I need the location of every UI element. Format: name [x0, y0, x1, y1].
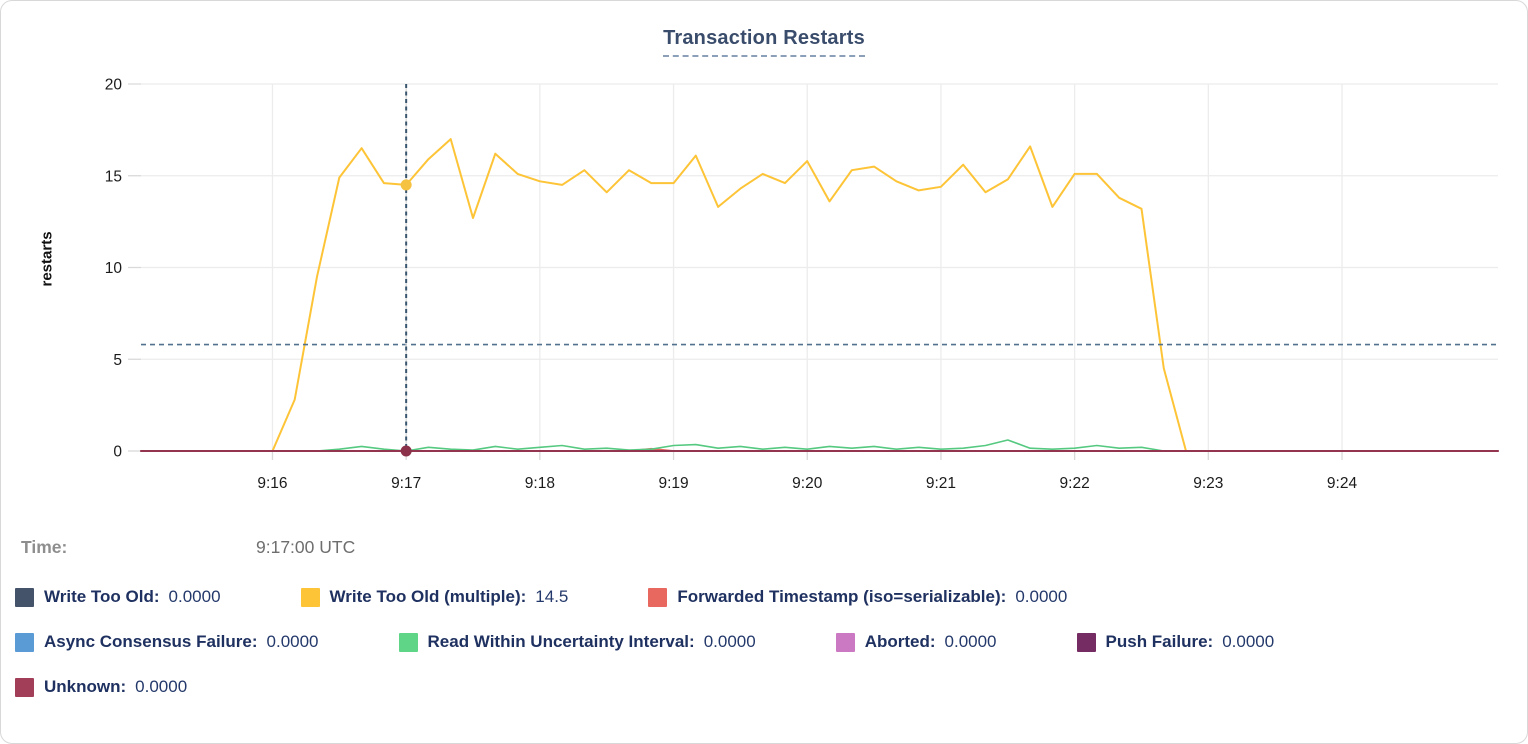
- legend-label: Read Within Uncertainty Interval:: [427, 632, 695, 651]
- legend-label: Write Too Old (multiple):: [329, 587, 527, 606]
- legend-value: 0.0000: [1015, 587, 1068, 606]
- legend-item-write-too-old: Write Too Old: 0.0000: [15, 587, 221, 607]
- x-tick-label: 9:19: [658, 475, 688, 492]
- y-axis-label: restarts: [38, 231, 56, 287]
- legend-value: 14.5: [535, 587, 569, 606]
- legend-swatch-forwarded-timestamp-iso-serializable: [648, 587, 668, 607]
- legend-value: 0.0000: [135, 677, 188, 696]
- legend-item-read-within-uncertainty-interval: Read Within Uncertainty Interval: 0.0000: [398, 632, 756, 652]
- legend-item-push-failure: Push Failure: 0.0000: [1076, 632, 1275, 652]
- x-tick-label: 9:20: [792, 475, 823, 492]
- legend-row: Write Too Old: 0.0000 Write Too Old (multi…: [15, 585, 1511, 609]
- legend-swatch-aborted: [835, 632, 855, 652]
- y-tick-label: 10: [105, 260, 123, 277]
- legend-item-aborted: Aborted: 0.0000: [835, 632, 997, 652]
- x-tick-label: 9:22: [1060, 475, 1090, 492]
- x-tick-label: 9:16: [257, 475, 287, 492]
- legend-label: Push Failure:: [1105, 632, 1214, 651]
- chart-svg[interactable]: 0 5 10 15 20 9:16 9:17 9:18 9:19 9:20 9:21 9:22 9:23…: [1, 1, 1527, 513]
- legend-value: 0.0000: [168, 587, 221, 606]
- legend-value: 0.0000: [1222, 632, 1275, 651]
- x-tick-label: 9:17: [391, 475, 421, 492]
- x-tick-label: 9:21: [926, 475, 956, 492]
- y-tick-label: 15: [105, 168, 122, 185]
- legend-item-unknown: Unknown: 0.0000: [15, 677, 187, 697]
- legend-swatch-read-within-uncertainty-interval: [398, 632, 418, 652]
- legend-swatch-write-too-old-multiple: [300, 587, 320, 607]
- legend-item-async-consensus-failure: Async Consensus Failure: 0.0000: [15, 632, 319, 652]
- legend-label: Async Consensus Failure:: [44, 632, 258, 651]
- legend-swatch-unknown: [15, 677, 34, 697]
- legend-swatch-write-too-old: [15, 587, 34, 607]
- legend-value: 0.0000: [703, 632, 756, 651]
- legend-value: 0.0000: [266, 632, 319, 651]
- legend-item-write-too-old-multiple: Write Too Old (multiple): 14.5: [300, 587, 569, 607]
- series-line-write-too-old-multiple: [271, 138, 1187, 452]
- y-tick-label: 0: [113, 444, 122, 461]
- legend-label: Write Too Old:: [44, 587, 160, 606]
- legend-label: Forwarded Timestamp (iso=serializable):: [677, 587, 1007, 606]
- series-line-read-within-uncertainty-interval: [316, 439, 1165, 452]
- legend-item-forwarded-timestamp-iso-serializable: Forwarded Timestamp (iso=serializable): 0…: [648, 587, 1067, 607]
- legend-row: Async Consensus Failure: 0.0000 Read Withi…: [15, 630, 1511, 654]
- crosshair-dot-unknown: [400, 445, 412, 457]
- x-tick-label: 9:24: [1327, 475, 1358, 492]
- axis-labels: 0 5 10 15 20 9:16 9:17 9:18 9:19 9:20 9:21 9:22 9:23…: [105, 77, 1358, 493]
- gridlines: [128, 83, 1498, 460]
- legend-row: Unknown: 0.0000: [15, 675, 1511, 699]
- crosshair-dot-write-too-old-multiple: [400, 179, 412, 191]
- x-tick-label: 9:23: [1193, 475, 1223, 492]
- x-tick-label: 9:18: [525, 475, 555, 492]
- legend-label: Aborted:: [864, 632, 936, 651]
- time-value: 9:17:00 UTC: [256, 537, 356, 557]
- legend-value: 0.0000: [944, 632, 997, 651]
- legend-swatch-push-failure: [1076, 632, 1096, 652]
- legend: Write Too Old: 0.0000 Write Too Old (multi…: [15, 585, 1511, 720]
- time-label: Time:: [21, 537, 68, 557]
- legend-label: Unknown:: [44, 677, 127, 696]
- y-tick-label: 20: [105, 77, 123, 94]
- tooltip-time-row: Time: 9:17:00 UTC: [21, 537, 1507, 561]
- series-lines: [140, 138, 1499, 452]
- y-tick-label: 5: [113, 352, 122, 369]
- legend-swatch-async-consensus-failure: [15, 632, 34, 652]
